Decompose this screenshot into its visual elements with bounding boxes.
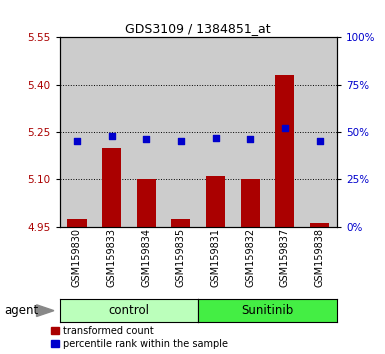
Point bbox=[316, 138, 323, 144]
Point bbox=[213, 135, 219, 141]
Bar bbox=[233, 37, 268, 227]
Bar bbox=[102, 148, 121, 227]
Title: GDS3109 / 1384851_at: GDS3109 / 1384851_at bbox=[126, 22, 271, 35]
Bar bbox=[164, 37, 198, 227]
Bar bbox=[60, 37, 94, 227]
Bar bbox=[241, 179, 260, 227]
Bar bbox=[302, 37, 337, 227]
Text: control: control bbox=[109, 304, 149, 317]
Point bbox=[247, 137, 253, 142]
Point bbox=[109, 133, 115, 138]
Bar bbox=[198, 37, 233, 227]
Text: Sunitinib: Sunitinib bbox=[241, 304, 294, 317]
Text: agent: agent bbox=[4, 304, 38, 317]
Polygon shape bbox=[37, 305, 54, 316]
Point bbox=[178, 138, 184, 144]
Bar bbox=[67, 219, 87, 227]
Bar bbox=[275, 75, 295, 227]
Legend: transformed count, percentile rank within the sample: transformed count, percentile rank withi… bbox=[51, 326, 228, 349]
Point bbox=[282, 125, 288, 131]
Bar bbox=[171, 219, 191, 227]
Bar bbox=[94, 37, 129, 227]
Bar bbox=[129, 37, 164, 227]
Bar bbox=[206, 176, 225, 227]
Bar bbox=[310, 223, 329, 227]
Point bbox=[74, 138, 80, 144]
Point bbox=[143, 137, 149, 142]
Bar bbox=[137, 179, 156, 227]
Bar bbox=[268, 37, 302, 227]
